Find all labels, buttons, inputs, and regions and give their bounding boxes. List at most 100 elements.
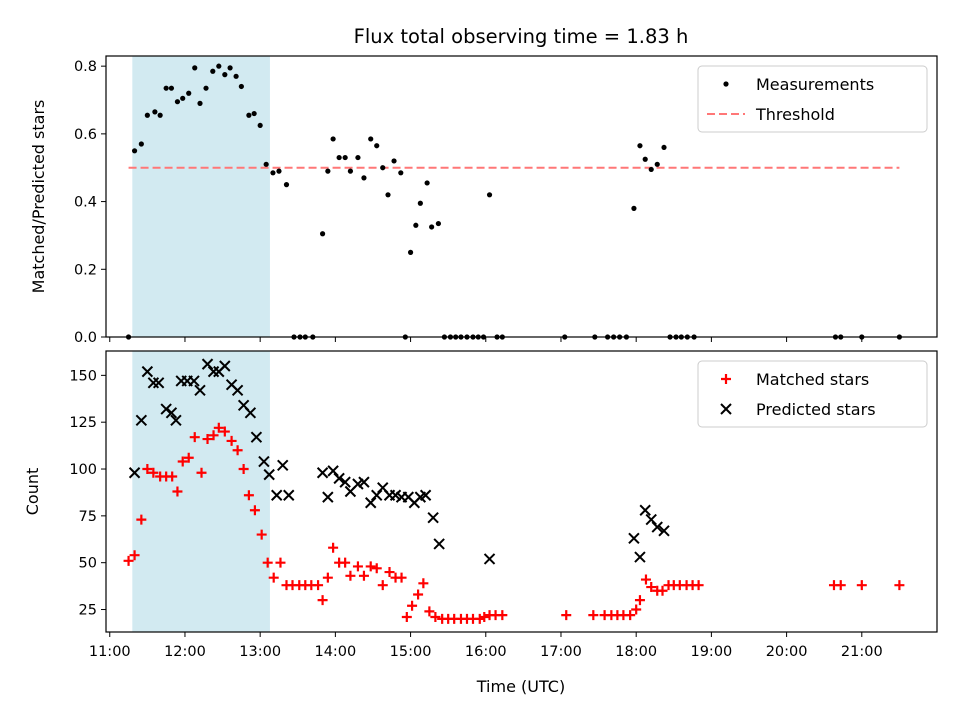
measurement-point bbox=[435, 220, 441, 227]
predicted-point bbox=[322, 491, 334, 503]
measurement-point bbox=[407, 249, 414, 255]
y-tick-label: 0.0 bbox=[74, 330, 97, 346]
matched-point bbox=[313, 580, 324, 591]
measurement-point bbox=[227, 65, 233, 71]
matched-point bbox=[177, 456, 188, 467]
matched-point bbox=[588, 610, 599, 621]
measurement-point bbox=[631, 205, 637, 211]
matched-point bbox=[693, 580, 704, 591]
matched-point bbox=[631, 604, 642, 615]
predicted-point bbox=[333, 472, 345, 485]
shaded-span bbox=[132, 56, 270, 337]
x-tick-label: 17:00 bbox=[540, 644, 582, 660]
measurement-point bbox=[131, 148, 138, 154]
x-tick-label: 20:00 bbox=[766, 644, 808, 660]
predicted-point bbox=[201, 358, 214, 370]
matched-point bbox=[646, 582, 657, 593]
matched-point bbox=[196, 467, 207, 478]
matched-point bbox=[167, 471, 178, 482]
legend-label: Matched stars bbox=[756, 370, 869, 389]
predicted-point bbox=[433, 538, 445, 550]
measurement-point bbox=[144, 112, 150, 118]
measurement-point bbox=[368, 136, 374, 142]
predicted-point bbox=[263, 468, 275, 481]
predicted-point bbox=[160, 403, 172, 415]
matched-point bbox=[430, 612, 441, 623]
axes-frame bbox=[105, 350, 938, 633]
predicted-point bbox=[165, 407, 178, 419]
predicted-point bbox=[634, 551, 646, 563]
matched-point bbox=[129, 550, 140, 561]
matched-point bbox=[856, 580, 867, 591]
matched-point bbox=[365, 561, 376, 572]
measurement-point bbox=[325, 168, 331, 174]
matched-point bbox=[418, 578, 429, 589]
matched-point bbox=[401, 612, 412, 623]
matched-point bbox=[396, 572, 407, 583]
measurement-point bbox=[429, 224, 435, 230]
matched-point bbox=[328, 542, 339, 553]
predicted-point bbox=[258, 455, 270, 468]
matched-point bbox=[256, 529, 267, 540]
matched-point bbox=[317, 595, 328, 606]
predicted-point bbox=[244, 407, 257, 419]
y-axis-label: Count bbox=[23, 468, 42, 516]
predicted-point bbox=[658, 525, 670, 537]
x-tick-label: 18:00 bbox=[615, 644, 657, 660]
bottom-axes: 11:00 12:00 13:00 14:00 15:00 16:00 17:00 18:00… bbox=[23, 350, 938, 660]
y-tick-label: 100 bbox=[69, 462, 97, 478]
measurement-point bbox=[424, 180, 430, 186]
matched-point bbox=[202, 434, 213, 445]
measurement-point bbox=[361, 175, 367, 181]
matched-point bbox=[232, 445, 243, 456]
matched-point bbox=[189, 432, 200, 443]
matched-point bbox=[352, 561, 363, 572]
matched-point bbox=[835, 580, 846, 591]
matched-point bbox=[219, 426, 230, 437]
legend-label: Measurements bbox=[756, 75, 874, 94]
y-tick-label: 50 bbox=[79, 556, 97, 572]
y-tick-label: 0.6 bbox=[74, 127, 97, 143]
x-axis-label: Time (UTC) bbox=[476, 677, 565, 696]
legend-label: Threshold bbox=[755, 105, 835, 124]
measurement-point bbox=[319, 231, 326, 237]
figure-title: Flux total observing time = 1.83 h bbox=[354, 25, 689, 48]
predicted-point bbox=[141, 365, 154, 378]
legend-marker bbox=[723, 81, 729, 87]
measurement-point bbox=[197, 100, 203, 106]
measurement-point bbox=[391, 158, 397, 164]
predicted-point bbox=[152, 377, 165, 389]
measurement-point bbox=[233, 73, 239, 79]
matched-point bbox=[497, 610, 508, 621]
measurement-point bbox=[152, 109, 158, 115]
matched-point bbox=[262, 557, 273, 568]
y-tick-label: 25 bbox=[79, 603, 97, 619]
legend-marker bbox=[721, 374, 731, 384]
x-tick-label: 21:00 bbox=[841, 644, 883, 660]
matched-point bbox=[424, 606, 435, 617]
matched-point bbox=[479, 612, 490, 623]
predicted-point bbox=[371, 489, 383, 501]
measurement-point bbox=[336, 154, 342, 161]
measurement-point bbox=[263, 161, 269, 167]
measurement-point bbox=[138, 141, 144, 147]
matched-point bbox=[407, 600, 418, 611]
measurement-point bbox=[385, 192, 391, 198]
matched-point bbox=[208, 430, 219, 441]
x-tick-label: 14:00 bbox=[314, 644, 356, 660]
measurement-point bbox=[257, 122, 263, 129]
predicted-point bbox=[231, 384, 244, 397]
matched-point bbox=[340, 557, 351, 568]
y-tick-label: 0.4 bbox=[74, 195, 97, 211]
predicted-point bbox=[277, 459, 289, 471]
measurement-point bbox=[648, 166, 654, 173]
measurement-point bbox=[180, 95, 186, 101]
legend-marker bbox=[720, 403, 732, 415]
predicted-point bbox=[135, 414, 148, 427]
matched-point bbox=[172, 486, 183, 497]
legend-label: Predicted stars bbox=[756, 400, 876, 419]
matched-point bbox=[358, 570, 369, 581]
predicted-point bbox=[188, 375, 200, 387]
measurement-point bbox=[270, 170, 276, 176]
